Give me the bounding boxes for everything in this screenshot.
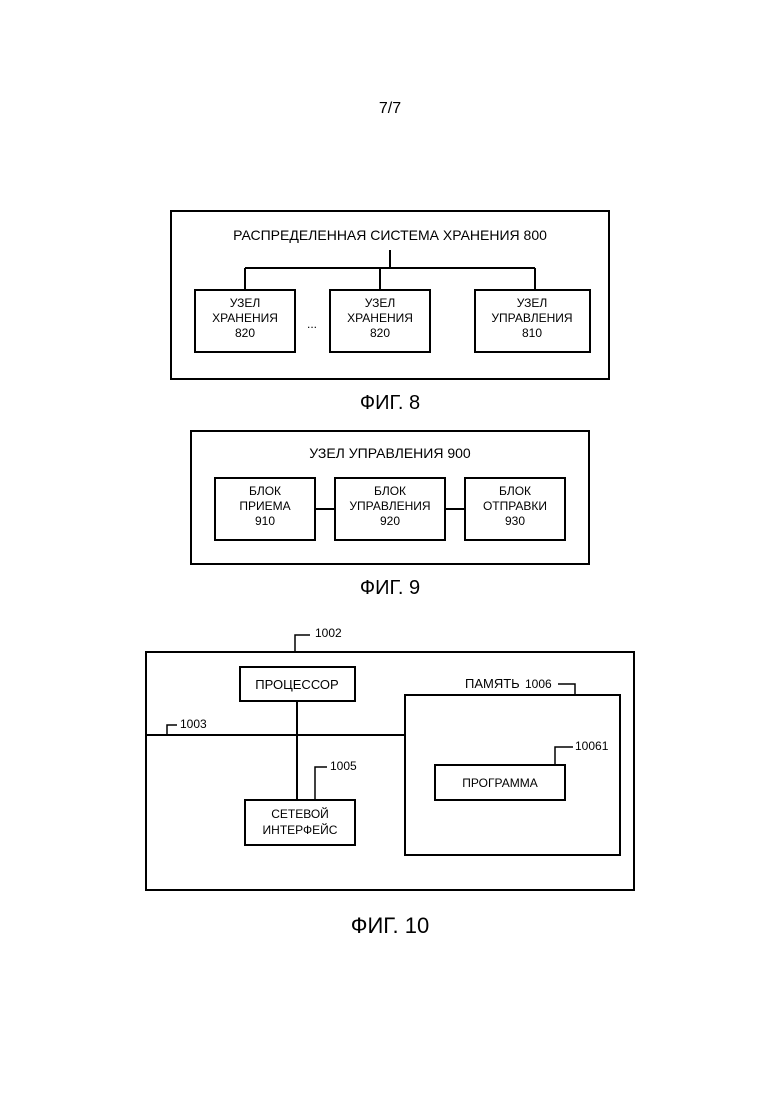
fig8-title: РАСПРЕДЕЛЕННАЯ СИСТЕМА ХРАНЕНИЯ 800: [233, 227, 547, 243]
fig10-net-num: 1005: [330, 759, 357, 773]
fig10-bus-num: 1003: [180, 717, 207, 731]
fig10-label: ФИГ. 10: [145, 913, 635, 939]
fig9-node-left-l1: БЛОК: [249, 484, 281, 498]
fig8-node-left-l1: УЗЕЛ: [230, 296, 261, 310]
fig10-prog: ПРОГРАММА: [462, 776, 537, 790]
fig10-prog-num: 10061: [575, 739, 609, 753]
fig8-node-right-l2: УПРАВЛЕНИЯ: [491, 311, 572, 325]
fig9-node-mid-l3: 920: [380, 514, 400, 528]
fig9-svg: УЗЕЛ УПРАВЛЕНИЯ 900 БЛОК ПРИЕМА 910 БЛОК…: [190, 430, 590, 565]
fig9-node-mid-l2: УПРАВЛЕНИЯ: [349, 499, 430, 513]
fig9-node-left-l3: 910: [255, 514, 275, 528]
fig9-container: УЗЕЛ УПРАВЛЕНИЯ 900 БЛОК ПРИЕМА 910 БЛОК…: [190, 430, 590, 600]
fig8-node-right-l3: 810: [522, 326, 542, 340]
fig9-title: УЗЕЛ УПРАВЛЕНИЯ 900: [309, 445, 471, 461]
fig9-node-right-l2: ОТПРАВКИ: [483, 499, 547, 513]
fig8-node-right-l1: УЗЕЛ: [517, 296, 548, 310]
fig8-ellipsis: ...: [307, 317, 317, 331]
fig9-label: ФИГ. 9: [190, 577, 590, 600]
fig8-svg: РАСПРЕДЕЛЕННАЯ СИСТЕМА ХРАНЕНИЯ 800 УЗЕЛ…: [170, 210, 610, 380]
fig10-mem-num: 1006: [525, 677, 552, 691]
fig10-net-l1: СЕТЕВОЙ: [271, 806, 329, 821]
fig10-mem: ПАМЯТЬ: [465, 676, 520, 691]
fig8-label: ФИГ. 8: [170, 392, 610, 415]
fig10-proc: ПРОЦЕССОР: [255, 677, 338, 692]
fig9-node-right-l3: 930: [505, 514, 525, 528]
fig9-node-right-l1: БЛОК: [499, 484, 531, 498]
fig8-node-mid-l1: УЗЕЛ: [365, 296, 396, 310]
fig10-container: 1002 ПРОЦЕССОР 1003 1005 СЕТЕВОЙ ИНТЕРФЕ…: [145, 625, 635, 939]
fig8-node-left-l3: 820: [235, 326, 255, 340]
fig8-container: РАСПРЕДЕЛЕННАЯ СИСТЕМА ХРАНЕНИЯ 800 УЗЕЛ…: [170, 210, 610, 415]
fig8-node-mid-l2: ХРАНЕНИЯ: [347, 311, 413, 325]
page-number: 7/7: [379, 100, 401, 118]
fig10-proc-num: 1002: [315, 626, 342, 640]
fig8-node-left-l2: ХРАНЕНИЯ: [212, 311, 278, 325]
fig8-node-mid-l3: 820: [370, 326, 390, 340]
fig10-net-l2: ИНТЕРФЕЙС: [263, 822, 338, 837]
fig9-node-mid-l1: БЛОК: [374, 484, 406, 498]
fig9-node-left-l2: ПРИЕМА: [239, 499, 290, 513]
fig10-svg: 1002 ПРОЦЕССОР 1003 1005 СЕТЕВОЙ ИНТЕРФЕ…: [145, 625, 635, 895]
